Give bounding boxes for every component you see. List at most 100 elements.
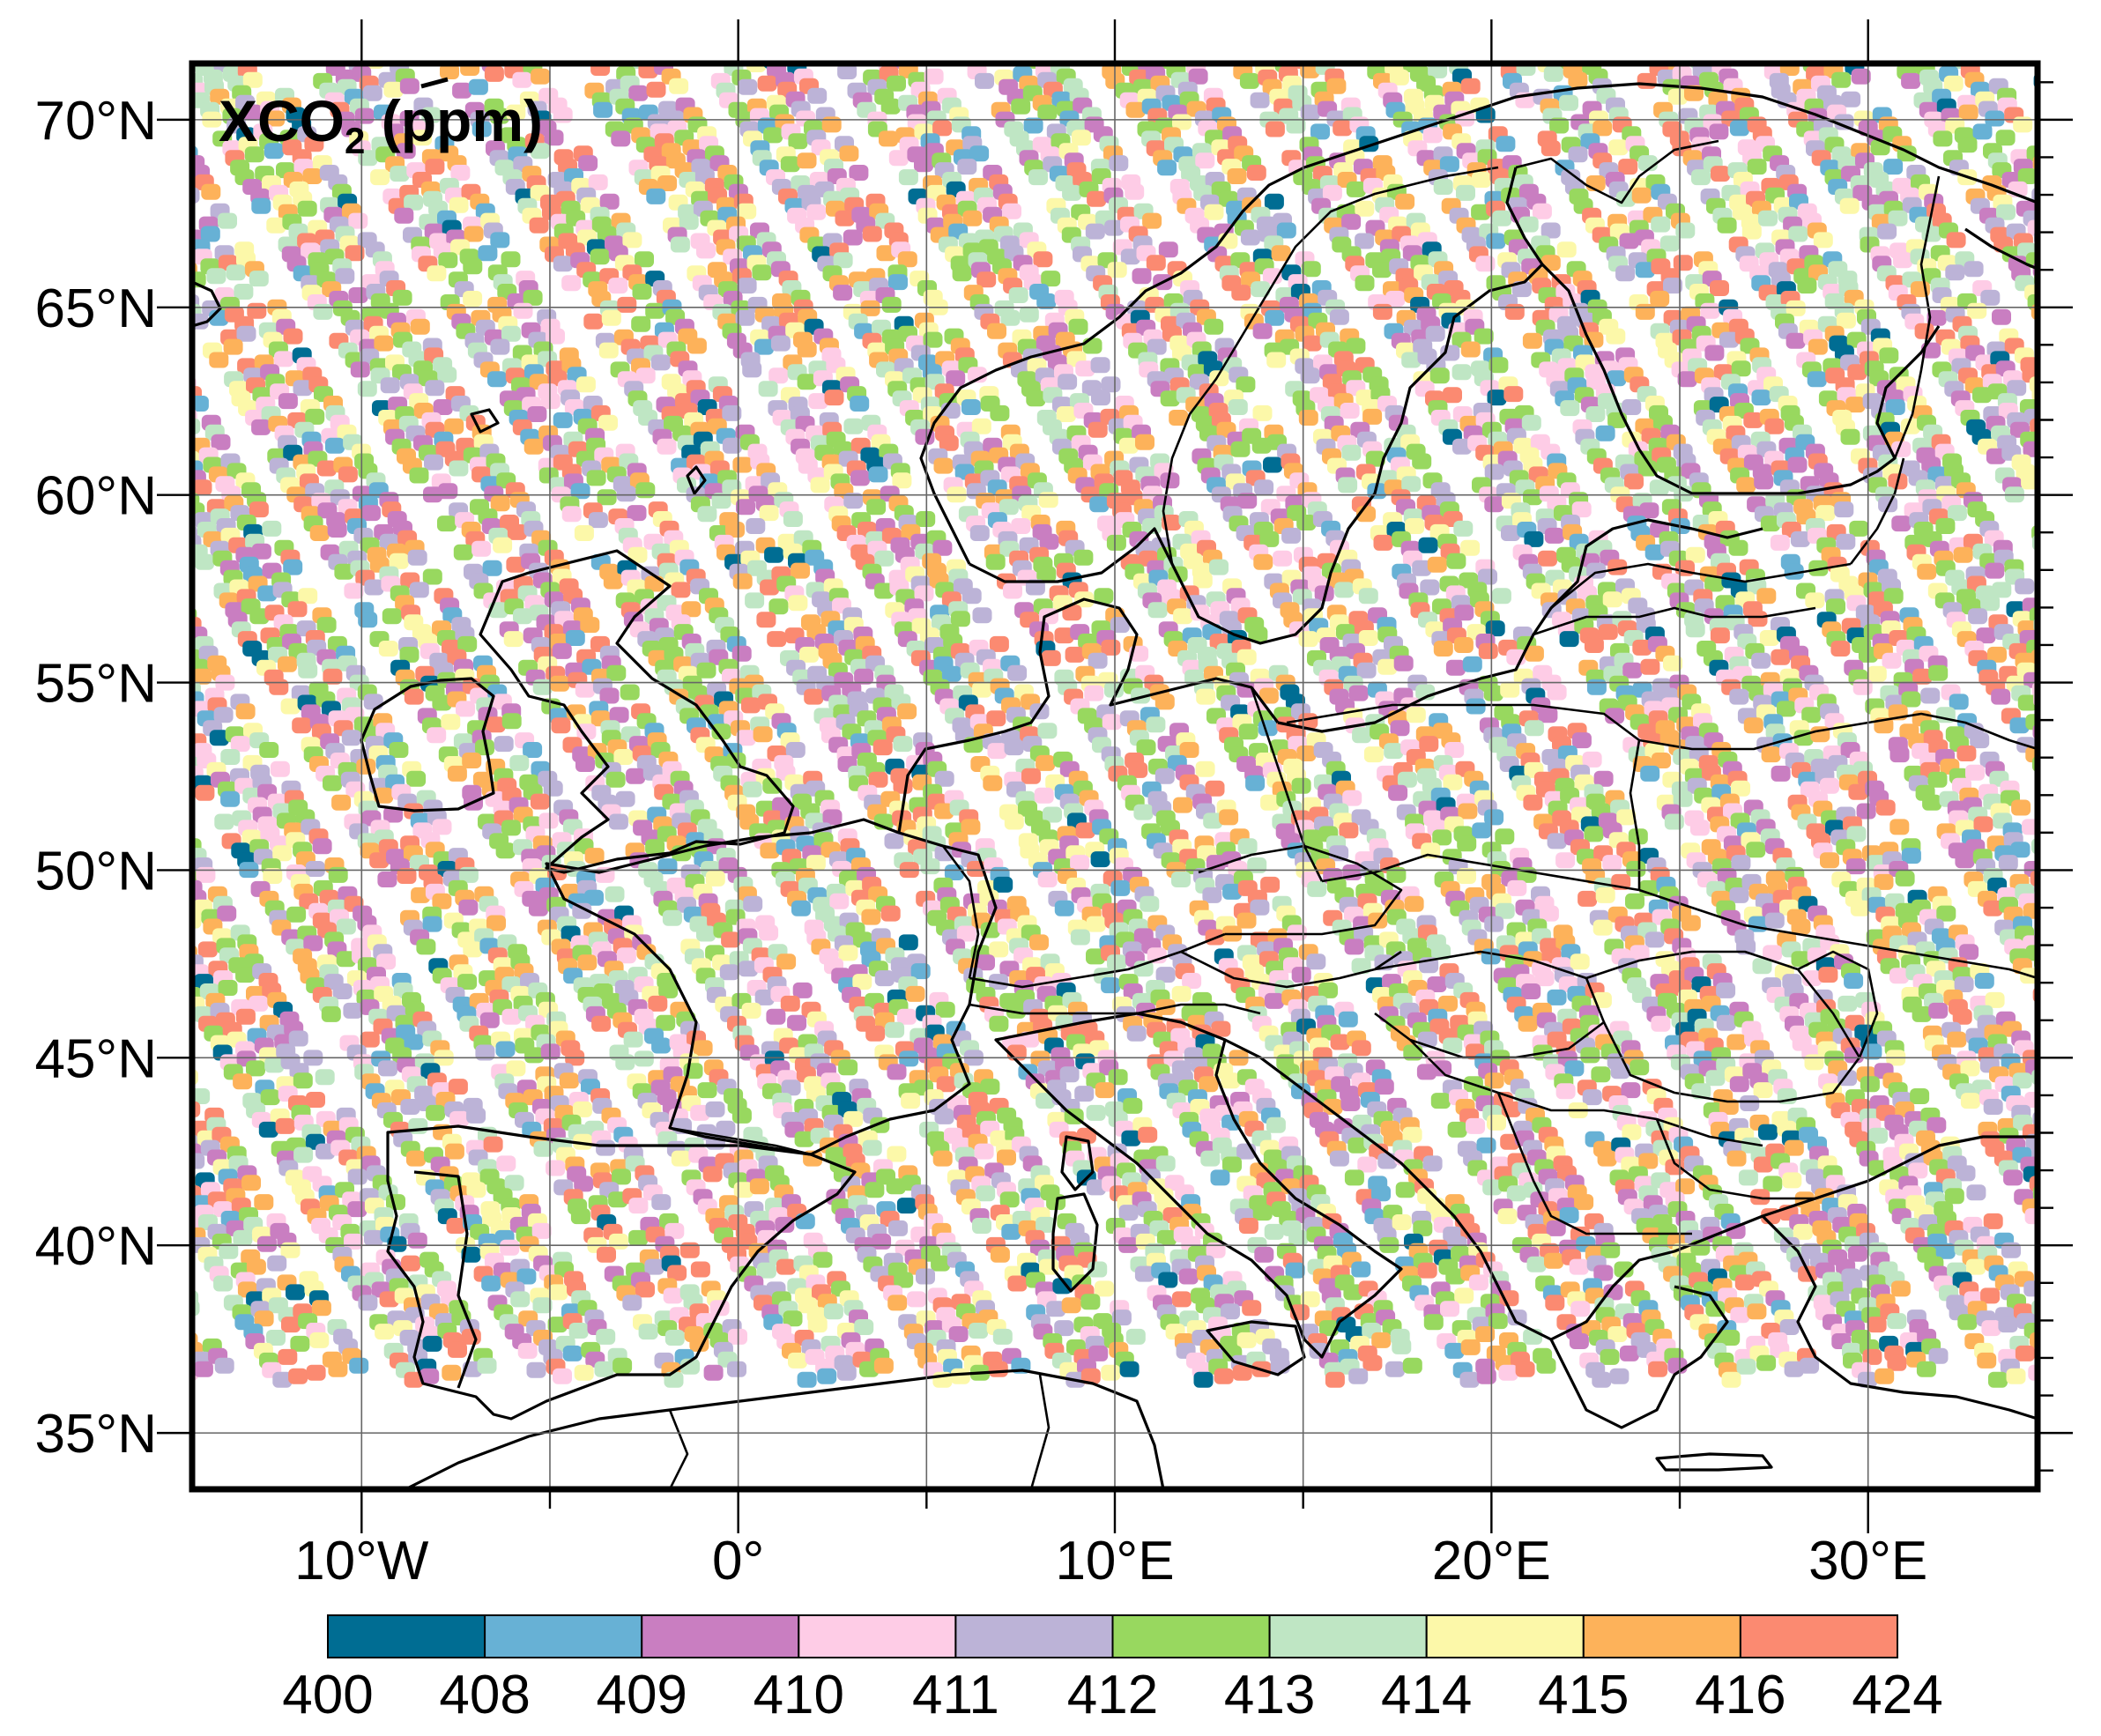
xco2-sounding [267,1255,287,1272]
xco2-sounding [1146,255,1166,271]
xco2-sounding [1011,98,1031,115]
xco2-sounding [529,217,549,234]
xco2-sounding [463,941,483,958]
xco2-sounding [1498,1364,1518,1381]
xco2-sounding [1209,559,1229,575]
xco2-sounding [1402,1357,1422,1374]
xco2-sounding [746,518,766,534]
xco2-sounding [427,265,447,282]
xco2-sounding [1237,838,1258,855]
xco2-sounding [197,941,218,958]
xco2-sounding [1440,1301,1459,1317]
xco2-sounding [603,573,623,590]
xco2-sounding [993,876,1013,893]
xco2-sounding [316,617,337,634]
xco2-sounding [1432,1060,1452,1077]
xco2-sounding [348,287,368,303]
xco2-sounding [1497,1208,1518,1225]
xco2-sounding [249,271,269,287]
xco2-sounding [1219,809,1239,826]
xco2-sounding [523,742,543,758]
xco2-sounding [838,1059,858,1076]
xco2-sounding [787,1014,807,1031]
xco2-sounding [1028,169,1048,186]
xco2-sounding [1142,212,1162,229]
xco2-sounding [251,197,271,214]
xco2-sounding [1204,318,1224,335]
xco2-sounding [293,1072,313,1089]
xco2-sounding [500,1239,520,1256]
xco2-sounding [934,1108,954,1124]
xco2-sounding [1236,1332,1257,1348]
xco2-sounding [1340,1095,1361,1111]
xco2-sounding [1266,1117,1286,1133]
xco2-sounding [634,1050,654,1067]
xco2-sounding [646,81,666,98]
xco2-sounding [865,1025,886,1042]
xco2-sounding [1447,1121,1467,1138]
xco2-sounding [1101,1364,1121,1381]
xco2-sounding [422,916,442,932]
xco2-sounding [251,543,271,560]
xco2-sounding [823,1303,843,1320]
xco2-sounding [458,866,479,883]
xco2-sounding [1423,1314,1444,1331]
xco2-sounding [390,166,410,182]
xco2-sounding [409,582,429,598]
xco2-sounding [264,1057,285,1073]
xco2-sounding [360,1031,380,1048]
xco2-sounding [341,730,361,746]
xco2-sounding [400,1099,420,1115]
xco2-sounding [394,207,414,224]
xco2-sounding [1351,1040,1371,1057]
xco2-sounding [457,974,478,990]
xco2-sounding [1404,895,1424,912]
xco2-sounding [283,559,303,575]
xco2-sounding [449,460,469,477]
xco2-sounding [218,212,237,229]
xco2-sounding [907,1291,926,1308]
xco2-sounding [749,1178,769,1195]
xco2-sounding [1171,1291,1192,1308]
xco2-sounding [804,688,824,705]
xco2-sounding [807,87,828,104]
xco2-sounding [880,905,901,922]
xco2-sounding [218,980,238,996]
xco2-sounding [757,75,777,92]
xco2-sounding [374,787,394,804]
xco2-sounding [432,893,452,909]
xco2-sounding [1238,723,1258,740]
xco2-sounding [1007,664,1028,681]
xco2-sounding [538,812,559,829]
xco2-sounding [833,285,853,301]
xco2-sounding [932,1150,953,1167]
xco2-sounding [338,466,358,483]
xco2-sounding [401,1255,420,1272]
xco2-sounding [1454,1287,1474,1304]
xco2-sounding [404,688,424,705]
xco2-sounding [464,226,484,242]
xco2-sounding [1263,456,1282,473]
xco2-sounding [288,1368,308,1384]
xco2-sounding [884,833,904,849]
xco2-sounding [1101,977,1121,994]
xco2-sounding [766,1008,786,1025]
xco2-sounding [988,1361,1008,1377]
xco2-sounding [598,342,619,359]
xco2-sounding [916,511,936,527]
xco2-sounding [574,1364,594,1381]
xco2-sounding [283,328,303,345]
xco2-sounding [561,506,582,523]
xco2-sounding [620,684,640,701]
xco2-sounding [246,1060,265,1077]
xco2-sounding [1073,549,1094,566]
xco2-sounding [605,771,626,788]
xco2-sounding [664,1222,685,1239]
xco2-sounding [687,338,707,354]
xco2-sounding [839,145,859,162]
xco2-sounding [1362,1354,1383,1371]
xco2-sounding [321,1005,341,1022]
xco2-sounding [1460,1339,1481,1355]
xco2-sounding [1119,1361,1140,1377]
